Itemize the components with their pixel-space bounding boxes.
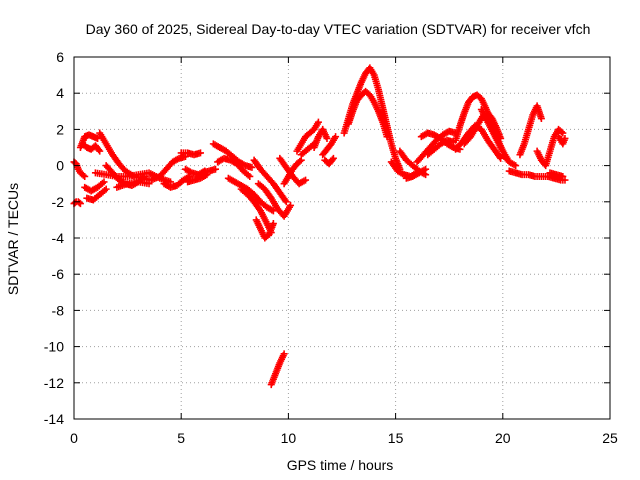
x-tick-label: 15	[388, 430, 404, 446]
data-point-marker	[512, 162, 520, 170]
data-segment	[396, 147, 430, 179]
y-tick-label: 0	[56, 158, 64, 174]
data-segment	[533, 125, 567, 170]
data-point-marker	[497, 134, 505, 142]
data-points	[70, 64, 569, 389]
chart-title: Day 360 of 2025, Sidereal Day-to-day VTE…	[86, 21, 591, 37]
data-segment	[83, 185, 110, 204]
data-point-marker	[196, 149, 204, 157]
data-point-marker	[76, 200, 84, 208]
data-point-marker	[383, 133, 391, 141]
data-point-marker	[96, 147, 104, 155]
data-segment	[237, 185, 275, 237]
data-segment	[555, 133, 569, 148]
data-segment	[199, 165, 220, 177]
data-segment	[113, 178, 153, 191]
data-segment	[516, 102, 545, 159]
data-point-marker	[287, 201, 295, 209]
y-axis-label: SDTVAR / TECUs	[5, 183, 21, 295]
data-point-marker	[102, 185, 110, 193]
y-tick-label: -12	[44, 375, 64, 391]
data-point-marker	[212, 165, 220, 173]
data-point-marker	[328, 156, 336, 164]
x-tick-label: 5	[177, 430, 185, 446]
data-point-marker	[145, 180, 153, 188]
data-point-marker	[95, 146, 103, 154]
data-point-marker	[557, 128, 565, 136]
data-point-marker	[281, 196, 289, 204]
data-point-marker	[561, 134, 569, 142]
data-point-marker	[100, 178, 108, 186]
data-segment	[81, 178, 108, 195]
y-tick-label: 6	[56, 49, 64, 65]
data-segment	[254, 180, 295, 220]
data-point-marker	[280, 350, 288, 358]
data-segment	[319, 133, 340, 159]
y-tick-label: 4	[56, 85, 64, 101]
data-point-marker	[302, 176, 310, 184]
data-point-marker	[559, 129, 567, 137]
data-point-marker	[246, 172, 254, 180]
data-segment	[402, 165, 430, 182]
x-tick-label: 10	[281, 430, 297, 446]
axis-ticks: 0 5 10 15 20 25 -14 -12 -10 -8 -6 -4 -2 0 2 4 6	[44, 49, 618, 446]
data-point-marker	[81, 172, 89, 180]
data-point-marker	[314, 118, 322, 126]
data-segment	[484, 109, 505, 142]
data-segment	[321, 154, 337, 168]
data-segment	[424, 136, 457, 159]
data-point-marker	[329, 154, 337, 162]
data-segment	[499, 151, 520, 170]
data-point-marker	[537, 115, 545, 123]
y-tick-label: -2	[52, 194, 65, 210]
x-tick-label: 25	[602, 430, 618, 446]
y-tick-label: -4	[52, 230, 65, 246]
data-segment	[250, 156, 290, 206]
data-segment	[224, 174, 277, 215]
x-tick-label: 20	[495, 430, 511, 446]
y-tick-label: 2	[56, 121, 64, 137]
data-point-marker	[422, 165, 430, 173]
data-segment	[79, 140, 104, 155]
data-point-marker	[269, 220, 277, 228]
data-point-marker	[282, 198, 290, 206]
x-axis-label: GPS time / hours	[287, 457, 394, 473]
data-segment	[252, 216, 277, 242]
data-point-marker	[323, 134, 331, 142]
data-point-marker	[75, 199, 83, 207]
data-segment	[310, 125, 331, 151]
data-point-marker	[248, 163, 256, 171]
y-tick-label: -14	[44, 411, 64, 427]
data-segment	[267, 350, 288, 389]
data-segment	[276, 154, 310, 188]
data-segment	[546, 169, 567, 180]
data-point-marker	[296, 157, 304, 165]
y-tick-label: -10	[44, 339, 64, 355]
data-segment	[505, 167, 569, 184]
data-point-marker	[559, 172, 567, 180]
y-tick-label: -8	[52, 302, 65, 318]
data-segment	[177, 149, 204, 159]
data-point-marker	[561, 176, 569, 184]
data-segment	[160, 172, 194, 191]
x-tick-label: 0	[70, 430, 78, 446]
data-segment	[293, 118, 322, 155]
data-segment	[214, 154, 254, 180]
y-tick-label: -6	[52, 266, 65, 282]
data-segment	[344, 87, 391, 141]
data-point-marker	[332, 133, 340, 141]
data-point-marker	[79, 171, 87, 179]
